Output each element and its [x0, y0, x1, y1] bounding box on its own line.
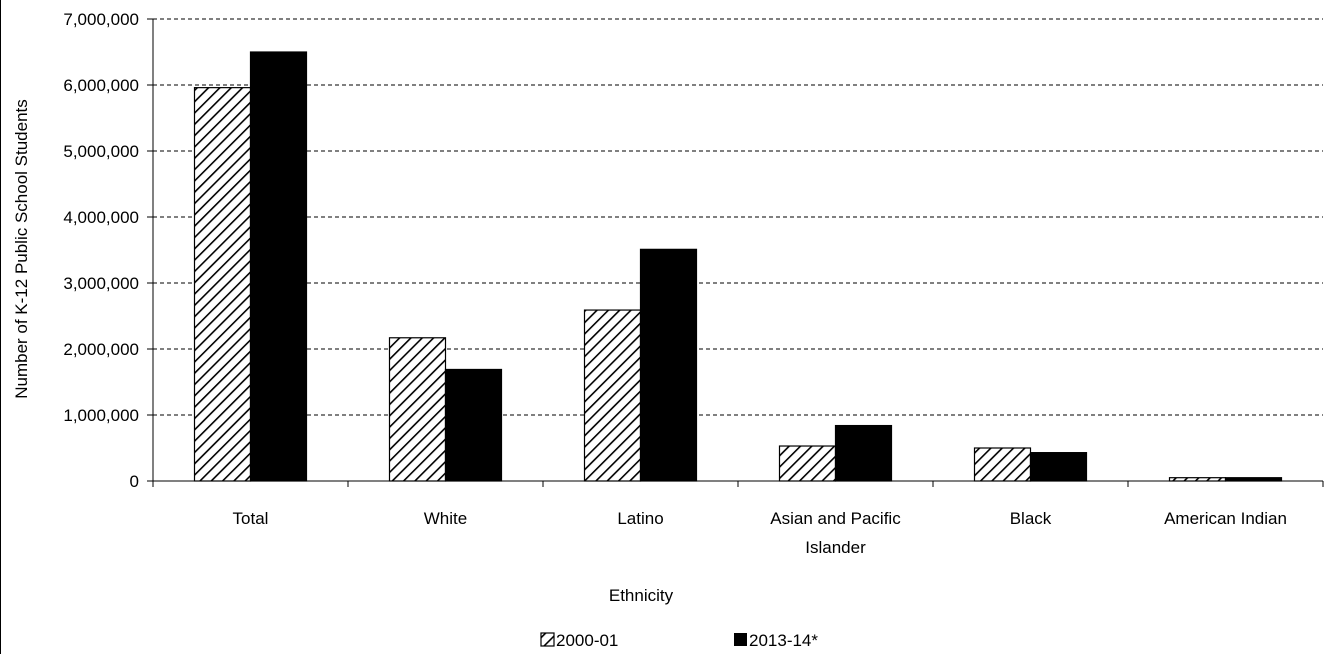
y-tick-label: 6,000,000: [63, 76, 139, 95]
bar-2000-01: [973, 447, 1032, 482]
bar-2013-14: [249, 51, 308, 482]
y-axis-title: Number of K-12 Public School Students: [12, 99, 31, 399]
legend: 2000-01 2013-14*: [540, 631, 818, 650]
bars: [193, 51, 1283, 482]
y-tick-label: 4,000,000: [63, 208, 139, 227]
x-tick-label: American Indian: [1164, 509, 1287, 528]
y-tick-label: 5,000,000: [63, 142, 139, 161]
legend-swatch-solid: [734, 633, 747, 646]
x-tick-label: Islander: [805, 538, 866, 557]
legend-label-2013-14: 2013-14*: [749, 631, 818, 650]
bar-2013-14: [444, 368, 503, 482]
bar-2013-14: [834, 424, 893, 482]
x-tick-labels: Total White Latino Asian and Pacific Islande…: [233, 509, 1287, 557]
y-tick-label: 3,000,000: [63, 274, 139, 293]
legend-swatch-hatched: [540, 632, 555, 647]
legend-label-2000-01: 2000-01: [556, 631, 618, 650]
x-tick-label: Black: [1010, 509, 1052, 528]
x-axis-title: Ethnicity: [609, 586, 674, 605]
x-tick-label: Asian and Pacific: [770, 509, 901, 528]
bar-2013-14: [1029, 452, 1088, 482]
y-tick-label: 7,000,000: [63, 10, 139, 29]
legend-item-2013-14: 2013-14*: [734, 631, 818, 650]
y-tick-label: 1,000,000: [63, 406, 139, 425]
legend-item-2000-01: 2000-01: [540, 631, 618, 650]
gridlines: [153, 18, 1323, 416]
y-tick-label: 0: [130, 472, 139, 491]
x-tick-label: Latino: [617, 509, 663, 528]
x-tick-label: Total: [233, 509, 269, 528]
y-tick-labels: 0 1,000,000 2,000,000 3,000,000 4,000,000 5,0…: [63, 10, 139, 491]
axes: [147, 18, 1324, 487]
bar-2000-01: [193, 87, 252, 482]
x-tick-label: White: [424, 509, 467, 528]
bar-2000-01: [778, 445, 837, 482]
y-tick-label: 2,000,000: [63, 340, 139, 359]
bar-2000-01: [583, 309, 642, 482]
bar-2013-14: [639, 248, 698, 482]
bar-2000-01: [388, 337, 447, 482]
